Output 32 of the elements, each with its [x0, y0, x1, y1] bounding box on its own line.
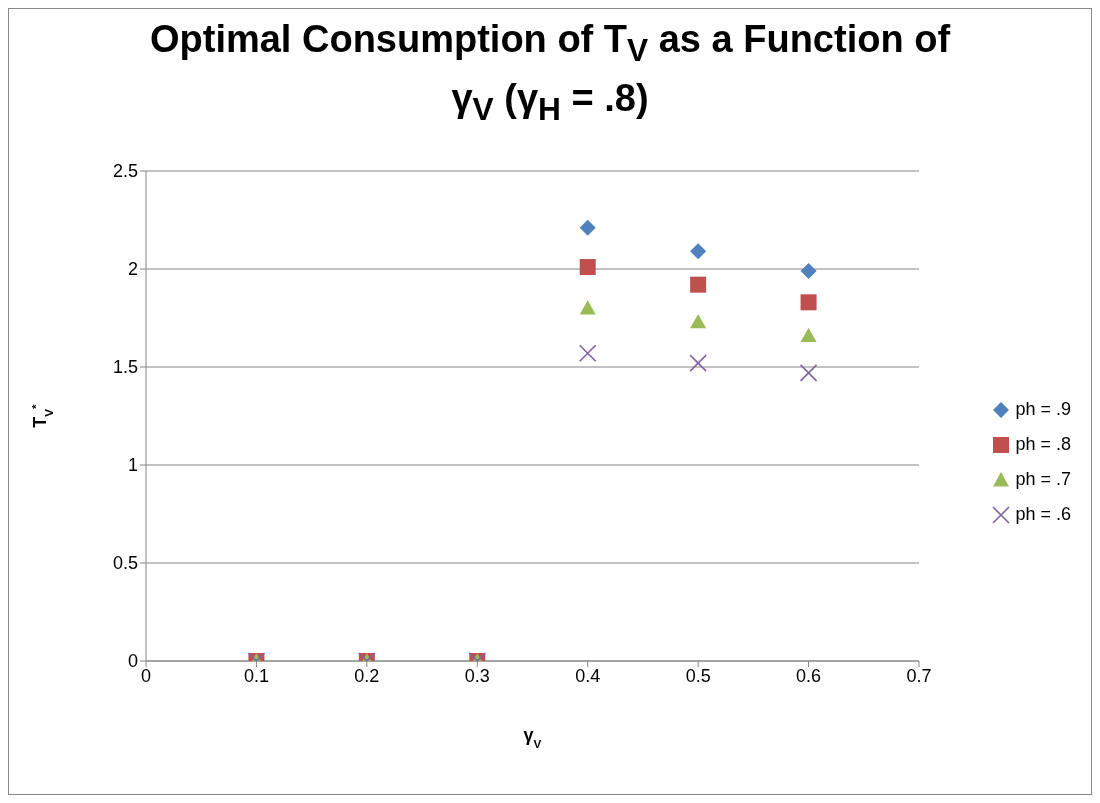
x-tick-label: 0.3 [464, 665, 490, 686]
y-tick-label: 0 [127, 651, 138, 672]
chart-title: Optimal Consumption of T$_{V}$ as a Function of γ$_{V}$ (γ$_{H}$ = .8) [149, 18, 951, 127]
y-tick-label: 1.5 [112, 357, 138, 378]
x-tick-label: 0.7 [906, 665, 932, 686]
legend-label: ph = .9 [1015, 399, 1071, 420]
point [579, 300, 596, 315]
point [800, 262, 817, 279]
y-tick-label: 2 [127, 259, 138, 280]
y-tick-label: 1 [127, 455, 138, 476]
x-tick-label: 0.2 [354, 665, 380, 686]
point [689, 354, 707, 372]
point [579, 259, 596, 276]
point [690, 276, 707, 293]
x-tick-label: 0.1 [243, 665, 269, 686]
legend-label: ph = .8 [1015, 434, 1071, 455]
y-tick-label: 2.5 [112, 161, 138, 182]
x-axis-title: γ$_{V}$ [523, 725, 542, 750]
y-tick-label: 0.5 [112, 553, 138, 574]
x-tick-label: 0 [140, 665, 152, 686]
legend-label: ph = .7 [1015, 469, 1071, 490]
x-tick-label: 0.6 [796, 665, 822, 686]
x-tick-label: 0.4 [575, 665, 601, 686]
point [578, 344, 597, 363]
x-tick-label: 0.5 [685, 665, 711, 686]
point [799, 364, 818, 382]
legend-label: ph = .6 [1015, 504, 1071, 525]
point [690, 243, 707, 260]
point [579, 219, 596, 236]
point [800, 294, 817, 311]
point [800, 327, 817, 343]
point [690, 313, 707, 329]
